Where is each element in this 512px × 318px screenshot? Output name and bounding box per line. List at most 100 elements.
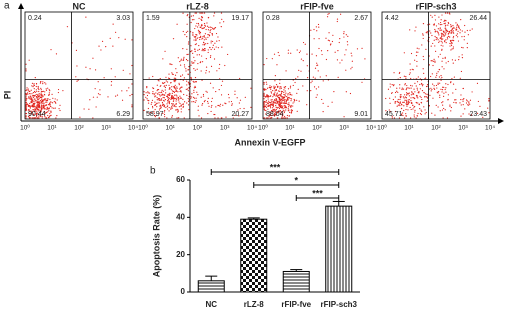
y-tick-label: 0 <box>181 287 186 296</box>
event-dot <box>399 102 402 104</box>
event-dot <box>193 36 195 38</box>
event-dot <box>171 107 173 109</box>
event-dot <box>443 35 445 37</box>
event-dot <box>424 77 427 79</box>
event-dot <box>185 70 187 72</box>
event-dot <box>390 110 392 113</box>
event-dot <box>410 100 412 102</box>
event-dot <box>114 95 117 97</box>
event-dot <box>296 92 298 94</box>
event-dot <box>295 77 297 80</box>
event-dot <box>316 94 318 96</box>
event-dot <box>154 101 156 103</box>
event-dot <box>285 106 288 108</box>
event-dot <box>445 24 447 26</box>
event-dot <box>274 108 276 110</box>
event-dot <box>280 99 282 101</box>
event-dot <box>44 82 46 84</box>
event-dot <box>275 89 278 91</box>
y-axis-label: Apoptosis Rate (%) <box>151 195 161 278</box>
event-dot <box>191 61 193 63</box>
event-dot <box>451 59 454 61</box>
event-dot <box>183 77 185 79</box>
event-dot <box>30 113 33 115</box>
event-dot <box>177 99 179 101</box>
event-dot <box>205 66 208 68</box>
event-dot <box>270 92 273 94</box>
event-dot <box>422 83 424 86</box>
event-dot <box>280 93 282 95</box>
event-dot <box>412 108 414 110</box>
x-tick-label: 10³ <box>458 125 468 132</box>
event-dot <box>43 106 45 108</box>
event-dot <box>389 83 391 85</box>
event-dot <box>273 88 275 90</box>
error-bar <box>332 200 345 207</box>
event-dot <box>280 92 283 94</box>
event-dot <box>54 98 56 100</box>
event-dot <box>322 80 324 82</box>
event-dot <box>442 34 444 36</box>
event-dot <box>421 44 423 46</box>
event-dot <box>282 106 284 108</box>
event-dot <box>426 100 428 103</box>
event-dot <box>411 93 413 95</box>
event-dot <box>50 49 52 51</box>
event-dot <box>433 85 435 87</box>
event-dot <box>239 107 241 110</box>
event-dot <box>175 89 177 91</box>
event-dot <box>180 59 182 62</box>
event-dot <box>131 106 133 108</box>
event-dot <box>263 83 265 85</box>
event-dot <box>33 84 35 86</box>
event-dot <box>217 117 219 119</box>
event-dot <box>419 83 421 86</box>
event-dot <box>296 110 298 112</box>
event-dot <box>406 101 408 103</box>
event-dot <box>403 101 405 103</box>
event-dot <box>143 99 145 101</box>
event-dot <box>466 100 468 102</box>
event-dot <box>449 45 451 47</box>
quadrant-value: 19.17 <box>231 15 249 22</box>
significance-label: *** <box>312 188 323 198</box>
event-dot <box>314 67 317 69</box>
event-dot <box>33 109 35 111</box>
event-dot <box>196 22 198 25</box>
event-dot <box>202 93 205 96</box>
event-dot <box>115 31 117 33</box>
event-dot <box>168 77 170 79</box>
event-dot <box>205 72 207 74</box>
bar <box>197 280 225 293</box>
event-dot <box>452 37 454 39</box>
event-dot <box>41 90 43 93</box>
event-dot <box>201 23 203 26</box>
event-dot <box>264 101 267 103</box>
event-dot <box>437 28 439 30</box>
event-dot <box>263 94 265 96</box>
event-dot <box>187 69 189 71</box>
event-dot <box>183 64 186 66</box>
event-dot <box>193 101 195 103</box>
event-dot <box>283 99 285 101</box>
event-dot <box>95 106 97 108</box>
event-dot <box>452 24 454 27</box>
event-dot <box>446 36 448 38</box>
event-dot <box>396 100 399 102</box>
plot-frame <box>24 11 134 120</box>
event-dot <box>459 102 461 104</box>
event-dot <box>469 103 471 105</box>
event-dot <box>287 96 289 99</box>
event-dot <box>279 110 281 112</box>
event-dot <box>416 47 418 49</box>
event-dot <box>176 87 178 89</box>
event-dot <box>320 50 323 52</box>
event-dot <box>147 102 150 104</box>
event-dot <box>435 104 437 106</box>
event-dot <box>212 47 214 49</box>
event-dot <box>168 77 171 80</box>
event-dot <box>224 102 226 104</box>
event-dot <box>128 87 130 89</box>
event-dot <box>179 102 181 105</box>
event-dot <box>211 34 214 36</box>
